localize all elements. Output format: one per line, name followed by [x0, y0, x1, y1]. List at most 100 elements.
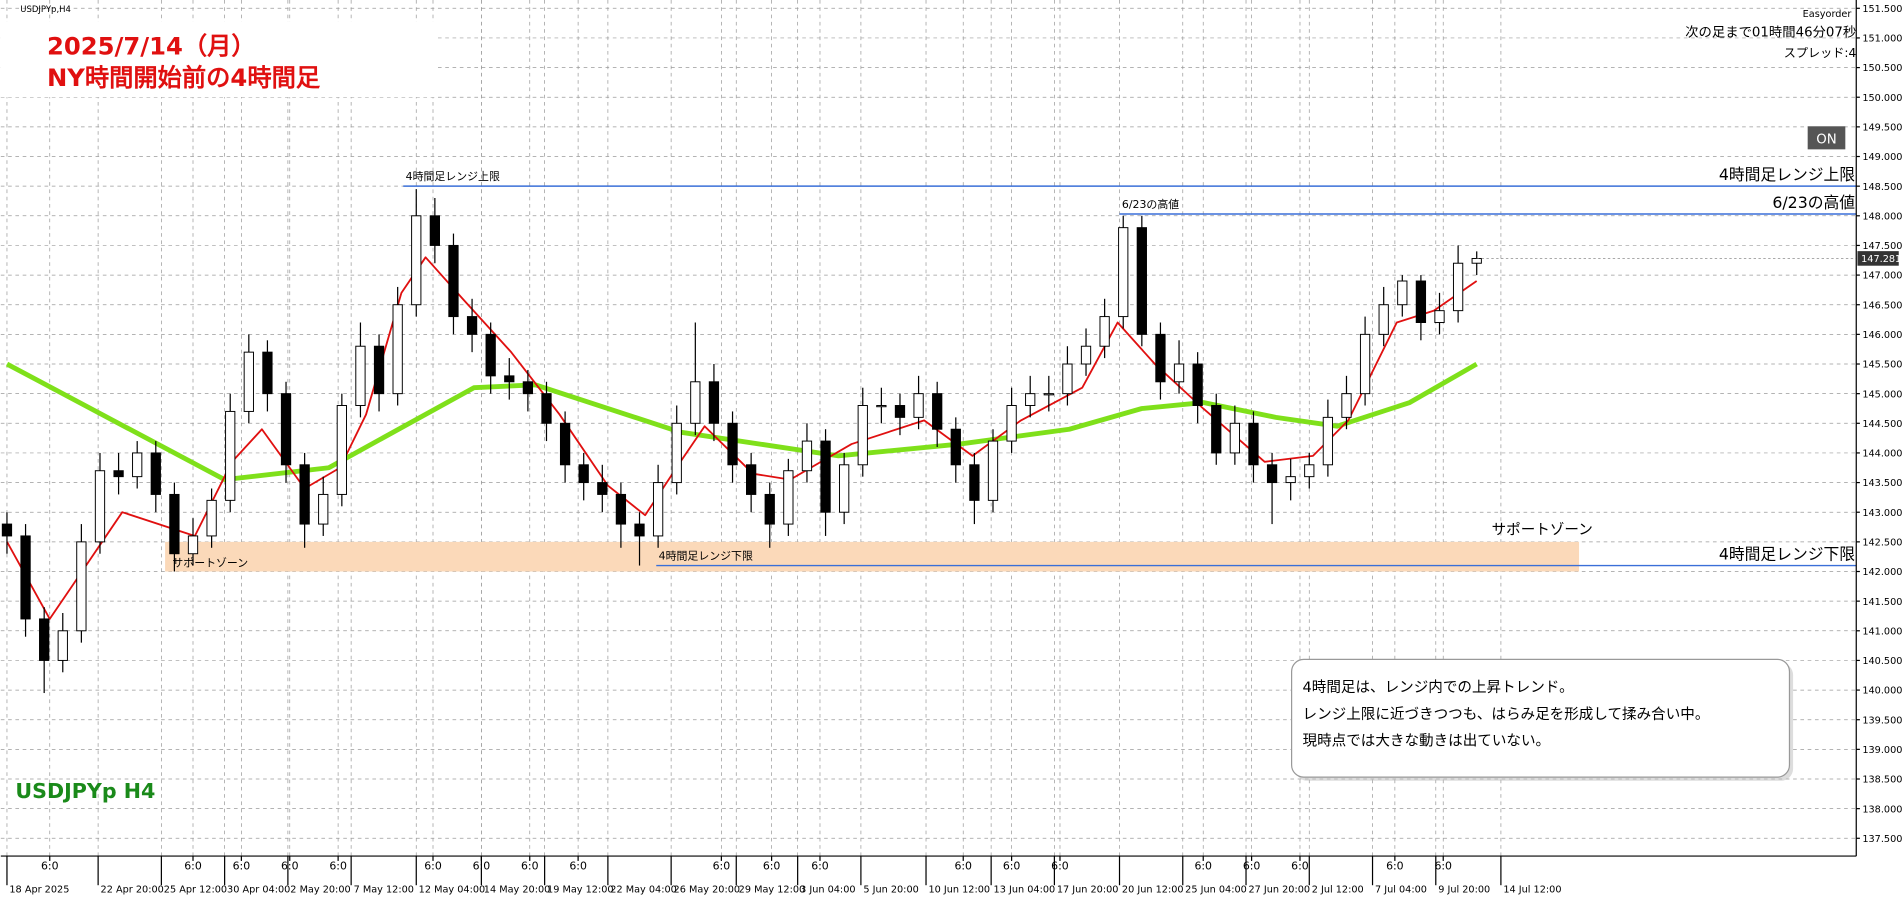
heading-box [0, 21, 438, 98]
annotation-line: 4時間足は、レンジ内での上昇トレンド。 [1303, 679, 1574, 696]
x-tick-label: 14 May 20:00 [484, 885, 551, 896]
button-bg[interactable] [1807, 126, 1846, 150]
x-tick-label: 7 Jul 04:00 [1375, 885, 1427, 896]
candle-body [690, 381, 701, 424]
candle-body [94, 470, 106, 543]
y-tick-label: 144.000 [1862, 449, 1902, 460]
watermark: USDJPYp H4 [15, 779, 155, 803]
candle-body [150, 452, 161, 495]
zone-label: サポートゾーン [172, 557, 248, 570]
candle-body [206, 499, 217, 537]
x-tick-label: 14 Jul 12:00 [1503, 885, 1561, 896]
x-minor-tick-label: 6:0 [473, 859, 491, 872]
candle-body [987, 440, 999, 501]
candle-body [708, 381, 720, 424]
candle-body [336, 405, 347, 495]
y-tick-label: 151.500 [1862, 4, 1902, 15]
y-tick-label: 138.500 [1862, 775, 1902, 786]
y-tick-label: 143.000 [1862, 508, 1902, 519]
y-tick-label: 148.000 [1862, 211, 1902, 222]
candle-body [969, 464, 980, 501]
x-minor-tick-label: 6:0 [41, 859, 59, 872]
x-tick-label: 26 May 20:00 [674, 885, 741, 896]
candle-body [1397, 280, 1408, 306]
candle-body [1118, 227, 1129, 318]
candle-body [615, 493, 627, 525]
candle-body [132, 452, 143, 478]
candle-body [76, 541, 87, 632]
level-label: 4時間足レンジ下限 [1719, 545, 1855, 564]
candle-body [1415, 280, 1427, 323]
annotation-box: 4時間足は、レンジ内での上昇トレンド。 レンジ上限に近づきつつも、はらみ足を形成… [1290, 658, 1794, 781]
x-tick-label: 22 Apr 20:00 [101, 885, 164, 896]
candle-body [1266, 464, 1278, 484]
x-minor-tick-label: 6:0 [811, 859, 829, 872]
box [1290, 658, 1791, 778]
candle-body [1062, 363, 1073, 395]
y-tick-label: 149.000 [1862, 152, 1902, 163]
button-label[interactable]: ON [1816, 132, 1837, 147]
x-tick-label: 29 May 12:00 [739, 885, 806, 896]
candle-body [225, 410, 236, 501]
candle-body [950, 428, 961, 466]
candle-body [541, 393, 552, 424]
candle-body [429, 215, 441, 246]
symbol-label: USDJPYp,H4 [20, 5, 71, 15]
candle-body [932, 393, 943, 430]
candle-body [1359, 333, 1371, 395]
candle-body [1229, 422, 1240, 454]
y-tick-label: 145.500 [1862, 360, 1902, 371]
x-tick-label: 18 Apr 2025 [9, 885, 69, 896]
candle-body [876, 405, 887, 408]
level-label: 6/23の高値 [1772, 193, 1855, 212]
x-minor-tick-label: 6:0 [281, 859, 299, 872]
x-minor-tick-label: 6:0 [713, 859, 731, 872]
candle-body [169, 493, 180, 555]
x-tick-label: 12 May 04:00 [419, 885, 486, 896]
x-tick-label: 10 Jun 12:00 [928, 885, 990, 896]
candle-body [820, 440, 831, 513]
y-tick-label: 139.500 [1862, 715, 1902, 726]
on-button[interactable]: ON [1807, 126, 1846, 150]
candle-body [522, 381, 534, 395]
x-minor-tick-label: 6:0 [954, 859, 972, 872]
candle-body [373, 345, 385, 395]
x-minor-tick-label: 6:0 [521, 859, 539, 872]
y-tick-label: 147.000 [1862, 271, 1902, 282]
x-minor-tick-label: 6:0 [1051, 859, 1069, 872]
x-tick-label: 9 Jul 20:00 [1438, 885, 1490, 896]
y-tick-label: 142.000 [1862, 567, 1902, 578]
x-tick-label: 27 Jun 20:00 [1248, 885, 1310, 896]
x-tick-label: 13 Jun 04:00 [994, 885, 1056, 896]
candle-body [504, 375, 515, 383]
candle-body [243, 351, 254, 412]
candle-body [839, 464, 850, 513]
y-tick-label: 137.500 [1862, 834, 1902, 845]
x-tick-label: 7 May 12:00 [354, 885, 414, 896]
x-minor-tick-label: 6:0 [1434, 859, 1452, 872]
candle-body [485, 333, 496, 377]
x-tick-label: 2 May 20:00 [290, 885, 350, 896]
candle-body [1099, 316, 1110, 347]
x-minor-tick-label: 6:0 [184, 859, 202, 872]
candle-body [857, 405, 868, 466]
candle-body [318, 493, 329, 525]
x-minor-tick-label: 6:0 [763, 859, 781, 872]
y-tick-label: 140.500 [1862, 656, 1902, 667]
panel-text: スプレッド:4 [1784, 46, 1857, 60]
y-tick-label: 147.500 [1862, 241, 1902, 252]
y-tick-label: 148.500 [1862, 182, 1902, 193]
x-minor-tick-label: 6:0 [1386, 859, 1404, 872]
y-tick-label: 149.500 [1862, 123, 1902, 134]
candle-body [1248, 422, 1259, 466]
x-tick-label: 17 Jun 20:00 [1057, 885, 1119, 896]
candle-body [466, 316, 478, 335]
zone-label: サポートゾーン [1492, 522, 1593, 539]
candle-body [1192, 363, 1203, 406]
candle-body [1322, 416, 1334, 466]
support-zone [165, 541, 1580, 572]
candle-body [1434, 310, 1445, 323]
